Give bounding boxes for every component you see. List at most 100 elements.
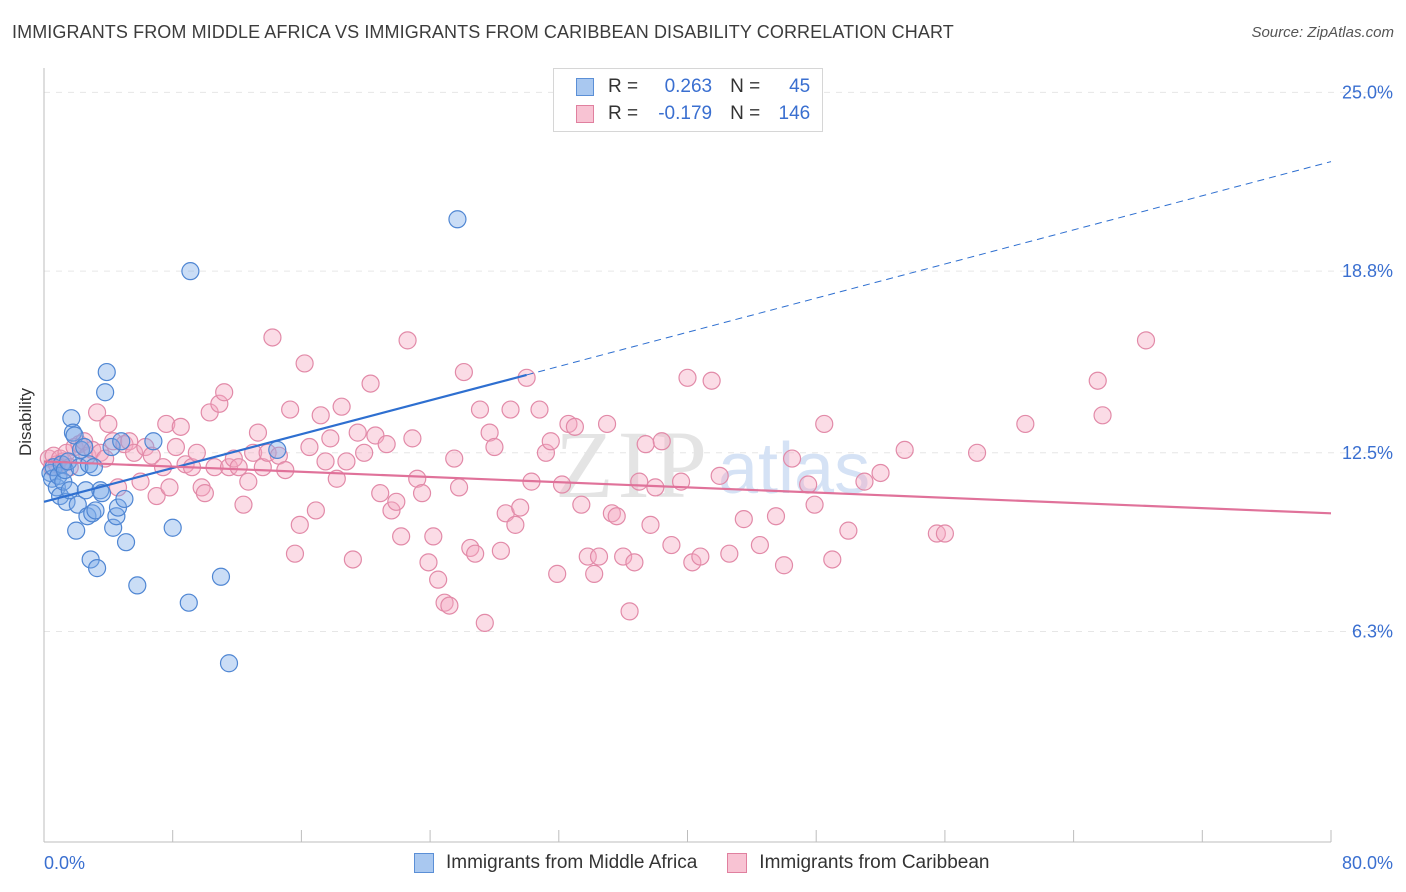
point-caribbean	[774, 556, 794, 575]
source-label: Source: ZipAtlas.com	[1251, 24, 1394, 41]
point-caribbean	[485, 437, 504, 457]
point-middle-africa	[104, 518, 123, 537]
legend-label-caribbean: Immigrants from Caribbean	[759, 852, 990, 873]
point-caribbean	[475, 613, 494, 632]
point-caribbean	[766, 507, 786, 526]
legend-r-label: R =	[608, 103, 639, 124]
point-middle-africa	[83, 504, 102, 523]
point-middle-africa	[97, 362, 116, 382]
point-caribbean	[641, 515, 660, 534]
grid-lines	[44, 91, 1390, 633]
point-caribbean	[815, 414, 834, 434]
point-middle-africa	[181, 262, 200, 281]
trend-middle-africa	[43, 373, 527, 503]
point-caribbean	[511, 498, 530, 517]
point-caribbean	[99, 414, 118, 434]
point-middle-africa	[144, 432, 163, 451]
point-middle-africa	[179, 593, 198, 612]
y-axis-label: Disability	[16, 387, 35, 456]
point-caribbean	[166, 437, 186, 457]
point-caribbean	[142, 446, 161, 465]
point-middle-africa	[84, 458, 103, 477]
point-middle-africa	[71, 440, 91, 460]
point-caribbean	[541, 432, 560, 451]
legend-r-label: R =	[608, 76, 639, 97]
point-caribbean	[572, 495, 591, 514]
point-caribbean	[625, 553, 644, 572]
point-caribbean	[412, 484, 432, 503]
point-caribbean	[552, 475, 572, 494]
point-caribbean	[306, 501, 325, 520]
point-middle-africa	[92, 484, 112, 503]
y-tick-label: 18.8%	[1342, 261, 1393, 281]
point-caribbean	[316, 452, 335, 471]
point-caribbean	[823, 550, 842, 569]
watermark: ZIP atlas	[555, 411, 870, 518]
legend-swatch-caribbean	[576, 105, 594, 123]
point-caribbean	[454, 362, 473, 382]
legend-item-caribbean[interactable]: Immigrants from Caribbean	[727, 852, 990, 874]
legend-swatch-caribbean	[727, 853, 748, 873]
point-caribbean	[234, 495, 253, 514]
point-caribbean	[445, 449, 464, 468]
point-caribbean	[702, 371, 721, 390]
point-caribbean	[210, 394, 229, 413]
point-caribbean	[530, 400, 549, 419]
point-middle-africa	[86, 501, 105, 520]
point-caribbean	[239, 472, 258, 491]
point-caribbean	[855, 472, 874, 491]
point-caribbean	[602, 504, 621, 523]
point-caribbean	[506, 515, 525, 534]
x-tick-label: 80.0%	[1342, 853, 1393, 873]
point-caribbean	[419, 553, 438, 572]
point-caribbean	[87, 403, 107, 422]
point-middle-africa	[87, 559, 107, 578]
point-caribbean	[565, 417, 584, 436]
point-caribbean	[449, 478, 469, 497]
point-caribbean	[536, 443, 556, 462]
point-caribbean	[589, 547, 609, 566]
point-middle-africa	[112, 432, 131, 451]
point-caribbean	[607, 507, 626, 526]
point-caribbean	[839, 521, 858, 540]
point-caribbean	[435, 593, 454, 612]
point-caribbean	[147, 486, 166, 506]
point-caribbean	[585, 564, 604, 583]
point-middle-africa	[268, 440, 287, 460]
point-caribbean	[398, 331, 417, 350]
point-caribbean	[361, 374, 380, 393]
legend-n-label: N =	[730, 103, 761, 124]
point-middle-africa	[163, 518, 182, 537]
legend-swatch-middle-africa	[414, 853, 434, 873]
correlation-legend: R = 0.263 N = 45 R = -0.179 N = 146	[553, 68, 823, 132]
chart-title: IMMIGRANTS FROM MIDDLE AFRICA VS IMMIGRA…	[12, 22, 954, 42]
point-middle-africa	[67, 521, 86, 540]
legend-item-middle-africa[interactable]: Immigrants from Middle Africa	[414, 852, 697, 874]
legend-n-value: 45	[789, 76, 811, 97]
point-caribbean	[219, 458, 239, 477]
point-caribbean	[171, 417, 190, 436]
point-caribbean	[429, 570, 448, 589]
point-caribbean	[377, 435, 396, 454]
point-middle-africa	[211, 567, 231, 586]
point-caribbean	[311, 406, 330, 425]
point-caribbean	[332, 397, 351, 416]
point-caribbean	[224, 449, 243, 468]
point-caribbean	[157, 414, 176, 434]
point-caribbean	[290, 515, 309, 534]
legend-n-value: 146	[778, 103, 811, 124]
point-middle-africa	[128, 576, 147, 595]
point-caribbean	[710, 466, 729, 485]
legend-row-caribbean: R = -0.179 N = 146	[576, 102, 810, 126]
point-caribbean	[750, 535, 769, 555]
point-caribbean	[229, 458, 248, 477]
series-legend: Immigrants from Middle Africa Immigrants…	[414, 852, 1020, 874]
legend-row-middle-africa: R = 0.263 N = 45	[576, 75, 810, 99]
point-caribbean	[799, 475, 818, 494]
legend-label-middle-africa: Immigrants from Middle Africa	[446, 852, 698, 873]
series-middle-africa-points	[41, 210, 467, 673]
point-caribbean	[392, 527, 411, 546]
x-tick-label: 0.0%	[44, 853, 85, 873]
point-caribbean	[348, 423, 367, 442]
